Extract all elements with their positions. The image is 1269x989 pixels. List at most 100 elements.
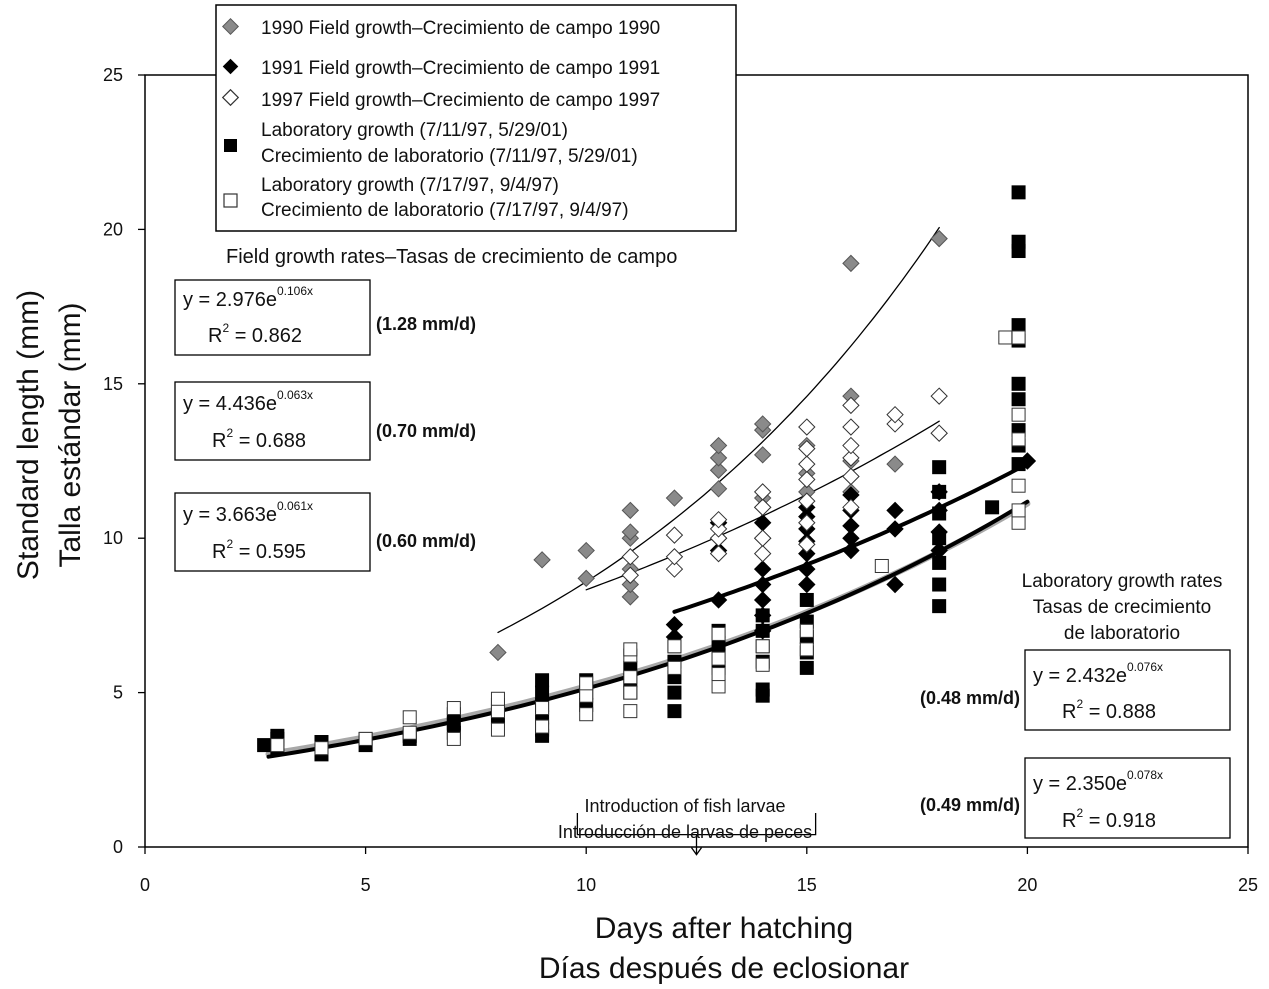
- data-point-diamond-2: [798, 455, 816, 473]
- data-point-diamond-2: [709, 510, 728, 529]
- data-point-diamond-0: [665, 489, 684, 507]
- data-point-square-4: [535, 701, 550, 716]
- data-point-square-4: [535, 719, 550, 734]
- equation-5-r2-sup: 2: [1076, 806, 1083, 820]
- data-point-diamond-1: [842, 517, 860, 535]
- equation-1-r2: R2 = 0.862: [208, 321, 302, 347]
- legend-marker-1990: [222, 18, 239, 35]
- equation-box-5-frame: [1024, 757, 1231, 839]
- data-point-diamond-2: [798, 492, 816, 510]
- equation-2-r2-sup: 2: [226, 426, 233, 440]
- data-point-square-4: [1011, 515, 1026, 530]
- field-rates-title: Field growth rates–Tasas de crecimiento …: [226, 246, 677, 268]
- axis-ticks: 0 5 10 15 20 25 0 5 10 15 20 25: [103, 65, 1258, 895]
- data-point-diamond-0: [577, 541, 595, 560]
- data-point-diamond-0: [930, 229, 948, 248]
- annotation-text-en: Introduction of fish larvae: [584, 796, 785, 816]
- data-point-square-3: [667, 685, 682, 700]
- x-tick-label: 15: [797, 875, 817, 895]
- data-point-diamond-2: [665, 548, 684, 566]
- legend: 1990 Field growth–Crecimiento de campo 1…: [215, 4, 737, 232]
- data-point-diamond-0: [709, 449, 728, 467]
- data-point-diamond-1: [753, 591, 772, 609]
- equation-box-3-frame: [174, 492, 371, 572]
- data-point-diamond-0: [577, 569, 595, 588]
- data-point-square-3: [535, 673, 550, 688]
- data-points: [257, 185, 1037, 762]
- equation-3-r2-label: R: [212, 541, 226, 563]
- rate-label-4: (0.48 mm/d): [920, 688, 1020, 708]
- equation-2-r2-value: = 0.688: [233, 430, 306, 452]
- rate-label-1: (1.28 mm/d): [376, 314, 476, 334]
- equation-box-4-frame: [1024, 649, 1231, 731]
- data-point-square-3: [755, 682, 770, 697]
- legend-marker-1997: [221, 88, 240, 107]
- rate-label-2: (0.70 mm/d): [376, 421, 476, 441]
- data-point-diamond-2: [930, 424, 948, 442]
- data-point-diamond-1: [886, 520, 904, 538]
- data-point-diamond-0: [621, 523, 640, 541]
- data-point-diamond-2: [798, 514, 816, 532]
- data-point-square-4: [623, 642, 638, 657]
- data-point-diamond-0: [489, 643, 507, 662]
- data-point-diamond-2: [753, 544, 772, 563]
- y-tick-label: 5: [113, 683, 123, 703]
- equation-4-y: y = 2.432e: [1033, 665, 1127, 687]
- legend-label-lab-a-es: Crecimiento de laboratorio (7/11/97, 5/2…: [261, 146, 638, 167]
- x-tick-label: 10: [576, 875, 596, 895]
- legend-marker-lab-a: [224, 139, 237, 152]
- equation-5-r2-label: R: [1062, 810, 1076, 832]
- data-point-diamond-1: [798, 575, 816, 594]
- data-point-diamond-0: [709, 436, 728, 455]
- data-point-square-4: [1011, 330, 1026, 345]
- data-point-diamond-2: [621, 548, 640, 566]
- data-point-diamond-1: [842, 541, 860, 560]
- x-tick-label: 0: [140, 875, 150, 895]
- data-point-square-4: [711, 626, 726, 641]
- data-point-diamond-1: [886, 501, 904, 520]
- data-point-square-3: [932, 555, 947, 570]
- annotation-bracket: [576, 813, 817, 855]
- equation-2-y: y = 4.436e: [183, 393, 277, 415]
- equation-3-r2-sup: 2: [226, 537, 233, 551]
- data-point-diamond-2: [842, 449, 860, 467]
- data-point-square-4: [799, 642, 814, 657]
- rate-label-5: (0.49 mm/d): [920, 795, 1020, 815]
- y-tick-label: 20: [103, 219, 123, 239]
- data-point-diamond-1: [665, 615, 684, 634]
- data-point-diamond-2: [798, 439, 816, 458]
- data-point-square-4: [998, 330, 1013, 345]
- data-point-diamond-0: [533, 551, 551, 569]
- equation-box-5: y = 2.350e0.078x R2 = 0.918: [1024, 757, 1231, 839]
- data-point-square-4: [446, 731, 461, 746]
- equation-3-r2-value: = 0.595: [233, 541, 306, 563]
- data-point-diamond-0: [621, 575, 640, 594]
- equation-box-3: y = 3.663e0.061x R2 = 0.595: [174, 492, 371, 572]
- data-point-square-3: [1011, 318, 1026, 333]
- data-point-square-3: [932, 577, 947, 592]
- data-point-square-3: [932, 531, 947, 546]
- data-point-diamond-1: [886, 575, 904, 594]
- fit-curves: [265, 226, 1031, 759]
- data-point-square-4: [1011, 503, 1026, 518]
- equation-box-1: y = 2.976e0.106x R2 = 0.862: [174, 279, 371, 356]
- data-point-square-3: [985, 500, 1000, 515]
- data-point-diamond-2: [842, 467, 860, 486]
- data-point-square-4: [446, 701, 461, 716]
- data-point-square-4: [711, 651, 726, 666]
- data-point-diamond-2: [621, 566, 640, 584]
- data-point-square-4: [799, 623, 814, 638]
- data-point-square-4: [711, 667, 726, 682]
- data-point-square-4: [623, 704, 638, 719]
- data-point-square-4: [579, 676, 594, 691]
- y-tick-label: 0: [113, 837, 123, 857]
- data-point-square-3: [1011, 234, 1026, 249]
- data-point-diamond-1: [798, 544, 816, 563]
- data-point-square-4: [402, 710, 417, 725]
- fit-curve-5: [266, 499, 1030, 759]
- data-point-square-3: [932, 484, 947, 499]
- data-point-square-3: [257, 738, 272, 753]
- data-point-square-3: [755, 608, 770, 623]
- data-point-diamond-0: [842, 254, 860, 273]
- data-point-square-4: [490, 691, 505, 706]
